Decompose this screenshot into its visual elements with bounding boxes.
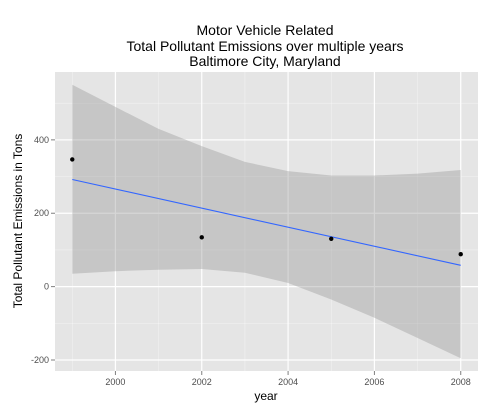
data-point — [199, 235, 204, 240]
trend-line — [72, 178, 461, 266]
confidence-band-layer — [72, 84, 461, 359]
chart-title-line-3: Baltimore City, Maryland — [189, 53, 340, 69]
x-tick-label: 2008 — [451, 377, 471, 387]
chart-title-line-2: Total Pollutant Emissions over multiple … — [126, 38, 403, 54]
y-axis: -200 0 200 400 — [31, 135, 55, 365]
major-gridlines — [55, 72, 478, 371]
chart-title: Motor Vehicle Related Total Pollutant Em… — [126, 22, 403, 69]
data-point — [458, 252, 463, 257]
chart-title-line-1: Motor Vehicle Related — [197, 22, 334, 38]
x-axis: 2000 2002 2004 2006 2008 — [105, 371, 471, 387]
plot-panel — [55, 72, 478, 371]
y-axis-title: Total Pollutant Emissions in Tons — [11, 134, 25, 309]
x-tick-label: 2006 — [364, 377, 384, 387]
data-point — [329, 236, 334, 241]
x-tick-label: 2002 — [192, 377, 212, 387]
minor-gridlines — [55, 72, 478, 371]
x-axis-title: year — [254, 389, 277, 403]
y-tick-label: 400 — [34, 135, 49, 145]
confidence-band — [72, 84, 461, 359]
trend-line-layer — [72, 178, 461, 266]
data-point — [70, 157, 75, 162]
x-tick-label: 2000 — [105, 377, 125, 387]
y-tick-label: -200 — [31, 355, 49, 365]
y-tick-label: 0 — [44, 282, 49, 292]
y-tick-label: 200 — [34, 208, 49, 218]
x-tick-label: 2004 — [278, 377, 298, 387]
data-points-layer — [70, 157, 463, 257]
